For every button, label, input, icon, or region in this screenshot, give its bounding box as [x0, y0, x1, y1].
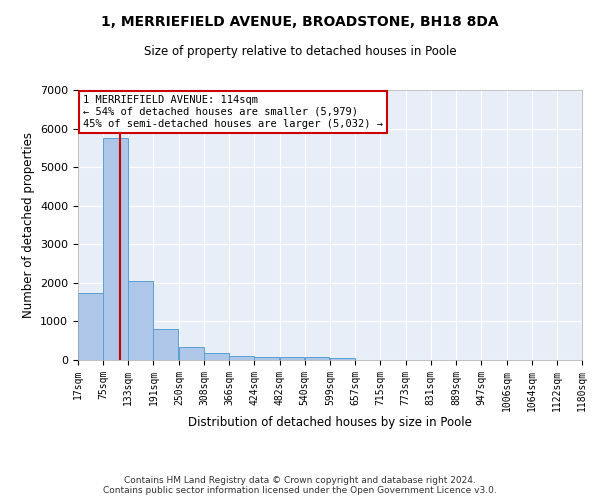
Text: Contains HM Land Registry data © Crown copyright and database right 2024.
Contai: Contains HM Land Registry data © Crown c… — [103, 476, 497, 495]
Bar — [280, 356, 304, 360]
Y-axis label: Number of detached properties: Number of detached properties — [22, 132, 35, 318]
Text: 1, MERRIEFIELD AVENUE, BROADSTONE, BH18 8DA: 1, MERRIEFIELD AVENUE, BROADSTONE, BH18 … — [101, 15, 499, 29]
Bar — [128, 281, 153, 360]
Bar — [204, 352, 229, 360]
Bar — [179, 347, 203, 360]
Bar — [229, 356, 254, 360]
Bar — [78, 292, 103, 360]
X-axis label: Distribution of detached houses by size in Poole: Distribution of detached houses by size … — [188, 416, 472, 430]
Bar — [154, 329, 178, 360]
Bar — [103, 138, 128, 360]
Bar — [254, 356, 279, 360]
Bar — [330, 358, 355, 360]
Text: 1 MERRIEFIELD AVENUE: 114sqm
← 54% of detached houses are smaller (5,979)
45% of: 1 MERRIEFIELD AVENUE: 114sqm ← 54% of de… — [83, 96, 383, 128]
Bar — [305, 358, 329, 360]
Text: Size of property relative to detached houses in Poole: Size of property relative to detached ho… — [143, 45, 457, 58]
